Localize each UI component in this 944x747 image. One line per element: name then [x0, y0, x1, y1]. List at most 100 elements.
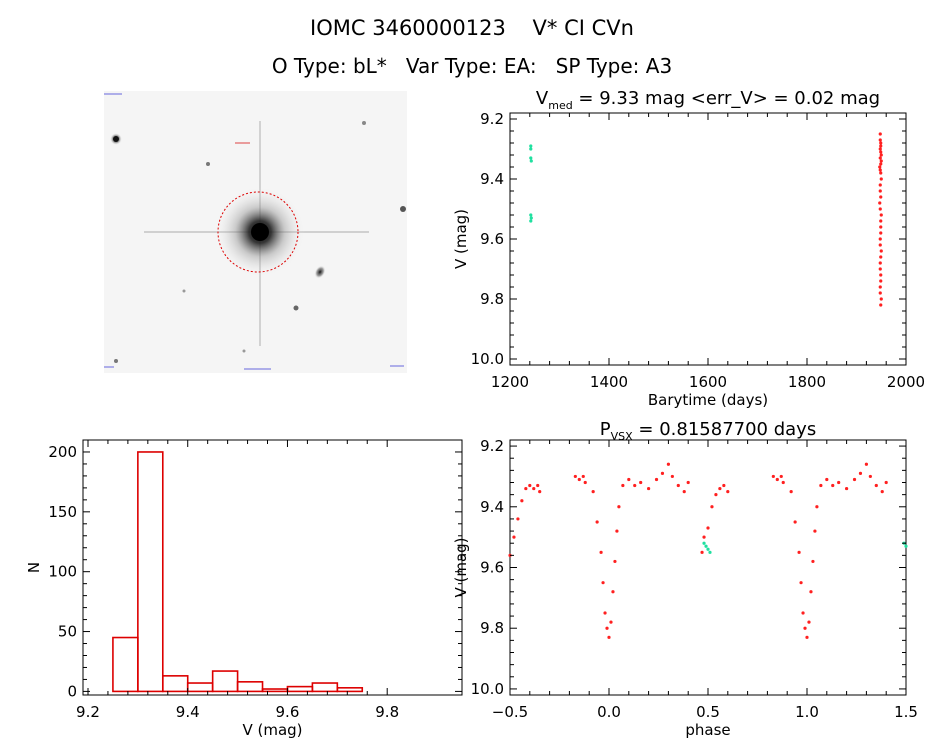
x-axis-label: Barytime (days): [648, 391, 768, 409]
data-point: [621, 483, 625, 488]
data-point: [845, 486, 849, 491]
y-tick-label: 10.0: [471, 350, 504, 368]
field-star: [242, 349, 246, 353]
data-point: [722, 483, 726, 488]
field-star: [362, 121, 366, 125]
chart-title-line-1: IOMC 3460000123 V* CI CVn: [310, 16, 634, 40]
data-point: [607, 635, 611, 639]
plot-frame: [509, 439, 907, 696]
data-point: [879, 231, 883, 235]
data-point: [529, 156, 533, 160]
data-point: [627, 477, 631, 482]
data-point: [714, 493, 718, 497]
histogram-bar: [236, 681, 264, 693]
data-point: [878, 267, 882, 271]
data-point: [878, 168, 882, 172]
y-tick-label: 200: [48, 443, 77, 461]
y-tick-label: 100: [48, 563, 77, 581]
data-point: [879, 225, 883, 229]
x-tick-label: 1.0: [795, 703, 819, 721]
axis-ticks: 1200 1400 1600 1800 2000 9.2 9.4 9.6 9.8 10.0: [471, 110, 926, 391]
data-point: [595, 520, 599, 524]
title-main: P: [600, 419, 611, 440]
y-tick-label: 9.8: [480, 290, 504, 308]
data-point: [878, 132, 882, 136]
data-point: [718, 486, 722, 491]
data-point: [686, 480, 690, 485]
data-point: [771, 474, 775, 479]
data-point: [878, 207, 882, 211]
data-point: [837, 480, 841, 485]
plot-title: PVSX = 0.81587700 days: [600, 419, 816, 443]
data-point: [710, 505, 714, 509]
field-star: [182, 289, 186, 293]
data-point: [799, 581, 803, 585]
data-point: [879, 141, 883, 145]
x-tick-label: 1.5: [894, 703, 918, 721]
x-tick-label: 9.8: [375, 703, 399, 721]
data-point: [878, 138, 882, 142]
data-point: [813, 529, 817, 533]
data-point: [682, 490, 686, 494]
title-rest: = 9.33 mag <err_V> = 0.02 mag: [573, 88, 880, 109]
data-point: [536, 483, 540, 488]
sky-image-svg: [104, 91, 407, 373]
data-point: [654, 477, 659, 482]
title-sub: med: [548, 99, 572, 112]
data-point: [831, 483, 835, 488]
data-point: [516, 517, 520, 521]
data-point: [532, 486, 536, 491]
field-star-core: [113, 136, 119, 142]
y-tick-label: 10.0: [471, 680, 504, 698]
data-point: [879, 273, 883, 277]
x-tick-label: 9.6: [276, 703, 300, 721]
data-point: [879, 162, 883, 166]
data-point: [878, 189, 882, 193]
data-point: [878, 156, 882, 160]
data-point: [529, 219, 533, 223]
x-axis-label: V (mag): [242, 721, 302, 739]
plot-title: Vmed = 9.33 mag <err_V> = 0.02 mag: [536, 88, 880, 112]
data-point: [706, 526, 710, 530]
data-point: [864, 462, 869, 466]
y-tick-label: 9.6: [480, 230, 504, 248]
x-tick-label: 1200: [491, 373, 529, 391]
data-point: [647, 486, 651, 491]
data-point: [633, 483, 637, 488]
data-point: [793, 520, 797, 524]
data-point: [879, 297, 883, 301]
data-point: [878, 285, 882, 289]
data-point: [879, 219, 883, 223]
data-point: [529, 147, 533, 151]
histogram-bar: [137, 451, 164, 693]
y-tick-label: 50: [58, 623, 77, 641]
data-point: [879, 279, 883, 283]
data-point: [700, 550, 704, 554]
x-tick-label: 0.0: [597, 703, 621, 721]
data-point: [879, 249, 883, 253]
field-star: [400, 206, 406, 212]
data-point: [591, 490, 595, 494]
data-point: [577, 477, 581, 482]
data-point: [706, 547, 710, 551]
data-point: [520, 499, 524, 503]
plot-frame: [82, 439, 463, 696]
data-point: [660, 471, 665, 475]
data-point: [878, 261, 882, 265]
y-tick-label: 9.8: [480, 619, 504, 637]
data-points: [529, 132, 883, 307]
data-point: [805, 635, 809, 639]
data-point: [868, 474, 872, 479]
data-point: [529, 159, 533, 163]
data-point: [605, 626, 609, 630]
x-tick-label: −0.5: [492, 703, 528, 721]
data-point: [702, 541, 706, 545]
data-point: [529, 144, 533, 148]
sky-image-stamp: [104, 91, 407, 373]
y-axis-label: V (mag): [452, 537, 470, 597]
data-point: [809, 590, 813, 594]
data-point: [879, 195, 883, 199]
data-point: [775, 477, 779, 482]
